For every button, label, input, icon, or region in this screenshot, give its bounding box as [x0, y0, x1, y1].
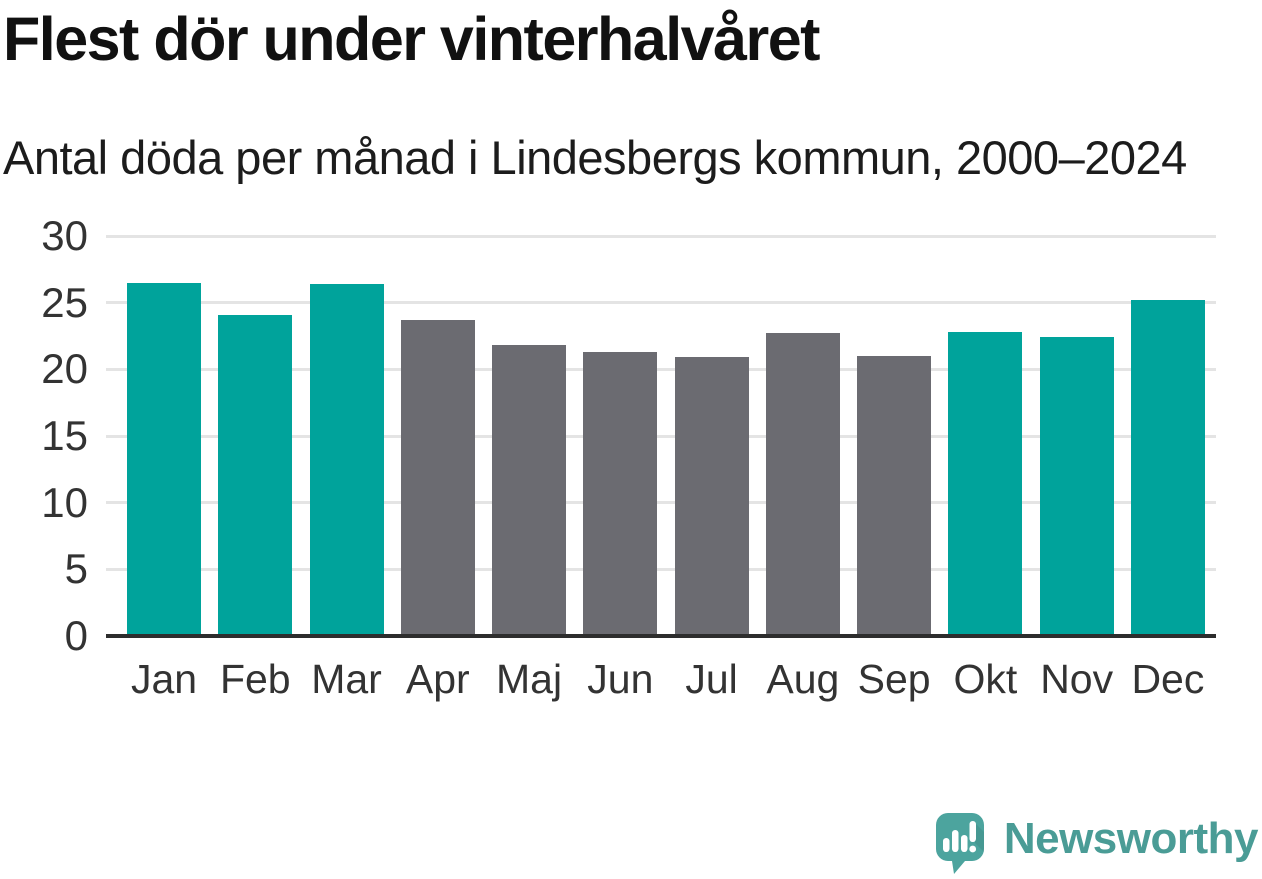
gridline-30 — [106, 234, 1216, 238]
y-tick-label-20: 20 — [41, 345, 88, 393]
y-axis-labels: 0 5 10 15 20 25 30 — [0, 212, 88, 659]
y-tick-label-30: 30 — [41, 212, 88, 259]
x-tick-label-jul: Jul — [685, 656, 738, 702]
bar-feb — [218, 314, 293, 636]
brand-footer: Newsworthy — [928, 809, 1259, 875]
bar-mar — [309, 284, 384, 636]
x-tick-label-dec: Dec — [1131, 656, 1205, 702]
x-tick-label-maj: Maj — [496, 656, 563, 702]
plot-area — [106, 234, 1216, 638]
x-tick-label-feb: Feb — [219, 656, 291, 702]
gridline-25 — [106, 301, 1216, 305]
x-axis-labels: Jan Feb Mar Apr Maj Jun Jul Aug Sep Okt Nov Dec — [114, 656, 1216, 703]
newsworthy-logo-icon — [935, 813, 984, 874]
x-tick-label-jan: Jan — [130, 656, 198, 702]
y-tick-label-10: 10 — [41, 478, 88, 526]
bar-sep — [857, 356, 932, 636]
gridline-15 — [106, 434, 1216, 438]
gridline-5 — [106, 567, 1216, 571]
bar-nov — [1039, 337, 1114, 636]
bar-jun — [583, 352, 658, 636]
x-tick-label-apr: Apr — [405, 656, 470, 702]
bar-dec — [1130, 300, 1205, 636]
y-tick-label-15: 15 — [41, 412, 88, 459]
x-tick-label-sep: Sep — [857, 656, 931, 702]
bar-group — [114, 236, 1216, 636]
x-tick-label-nov: Nov — [1040, 656, 1114, 702]
bar-jan — [127, 282, 201, 636]
y-tick-label-25: 25 — [41, 278, 88, 326]
chart-title: Flest dör under vinterhalvåret — [3, 5, 821, 73]
bar-aug — [765, 333, 840, 636]
x-tick-label-aug: Aug — [766, 656, 840, 702]
x-tick-label-okt: Okt — [953, 656, 1018, 702]
bar-maj — [492, 345, 567, 636]
y-tick-label-5: 5 — [64, 545, 88, 593]
brand-name: Newsworthy — [1003, 814, 1259, 863]
bar-okt — [948, 332, 1023, 636]
bar-jul — [674, 357, 749, 636]
x-axis-line — [106, 634, 1216, 638]
x-tick-label-jun: Jun — [587, 656, 654, 702]
y-tick-label-0: 0 — [64, 612, 88, 659]
gridline-20 — [106, 367, 1216, 371]
x-tick-label-mar: Mar — [311, 656, 382, 702]
gridline-10 — [106, 501, 1216, 505]
bar-apr — [400, 320, 475, 636]
chart-subtitle: Antal döda per månad i Lindesbergs kommu… — [3, 131, 1187, 184]
